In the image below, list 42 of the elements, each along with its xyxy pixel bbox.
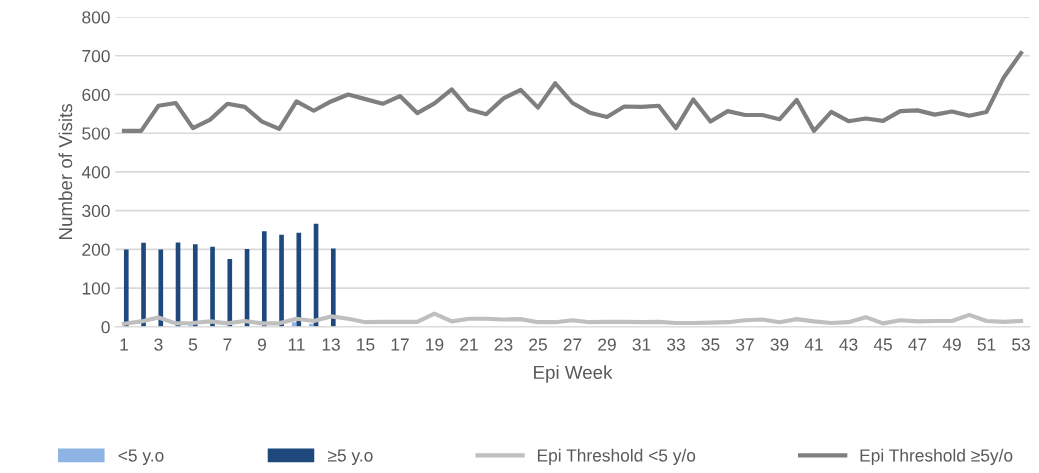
x-tick-label: 17	[391, 338, 409, 351]
x-tick-label: 13	[322, 338, 340, 351]
x-tick-label: 45	[873, 338, 892, 351]
x-tick-label: 7	[223, 338, 232, 351]
x-tick-label: 43	[839, 338, 858, 351]
y-tick-label: 100	[82, 282, 110, 295]
legend-label: Epi Threshold <5 y/o	[537, 448, 696, 466]
x-tick-label: 27	[563, 338, 582, 351]
x-tick-label: 9	[257, 338, 266, 351]
x-tick-label: 19	[426, 338, 444, 351]
x-tick-label: 39	[770, 338, 789, 351]
x-tick-label: 5	[188, 338, 198, 351]
y-tick-label: 500	[82, 127, 110, 140]
x-tick-label: 37	[736, 338, 754, 351]
x-tick-label: 49	[942, 338, 961, 351]
x-tick-label: 25	[529, 338, 547, 351]
x-tick-label: 35	[701, 338, 720, 351]
legend-label: <5 y.o	[118, 449, 164, 466]
y-tick-label: 800	[82, 11, 110, 24]
x-tick-label: 41	[804, 338, 823, 351]
legend-label: ≥5 y.o	[328, 449, 373, 466]
x-tick-label: 21	[460, 338, 478, 351]
x-tick-label: 11	[288, 338, 305, 351]
x-tick-label: 3	[154, 338, 163, 351]
x-tick-label: 51	[977, 338, 996, 351]
y-tick-label: 200	[82, 243, 110, 256]
x-tick-label: 29	[598, 338, 616, 351]
y-axis-title: Number of Visits	[58, 104, 73, 239]
x-tick-label: 53	[1012, 338, 1030, 351]
y-tick-label: 700	[82, 49, 110, 63]
y-tick-label: 300	[82, 204, 110, 218]
x-tick-label: 1	[120, 338, 128, 351]
y-tick-label: 400	[81, 166, 110, 179]
x-tick-label: 15	[357, 338, 375, 351]
x-tick-label: 23	[494, 338, 513, 351]
y-tick-label: 600	[82, 88, 110, 101]
x-tick-label: 31	[632, 338, 651, 351]
x-axis-title: Epi Week	[534, 365, 613, 383]
y-tick-label: 0	[101, 321, 110, 334]
legend-label: Epi Threshold ≥5y/o	[860, 448, 1013, 466]
x-tick-label: 47	[908, 338, 927, 351]
x-tick-label: 33	[667, 338, 685, 351]
